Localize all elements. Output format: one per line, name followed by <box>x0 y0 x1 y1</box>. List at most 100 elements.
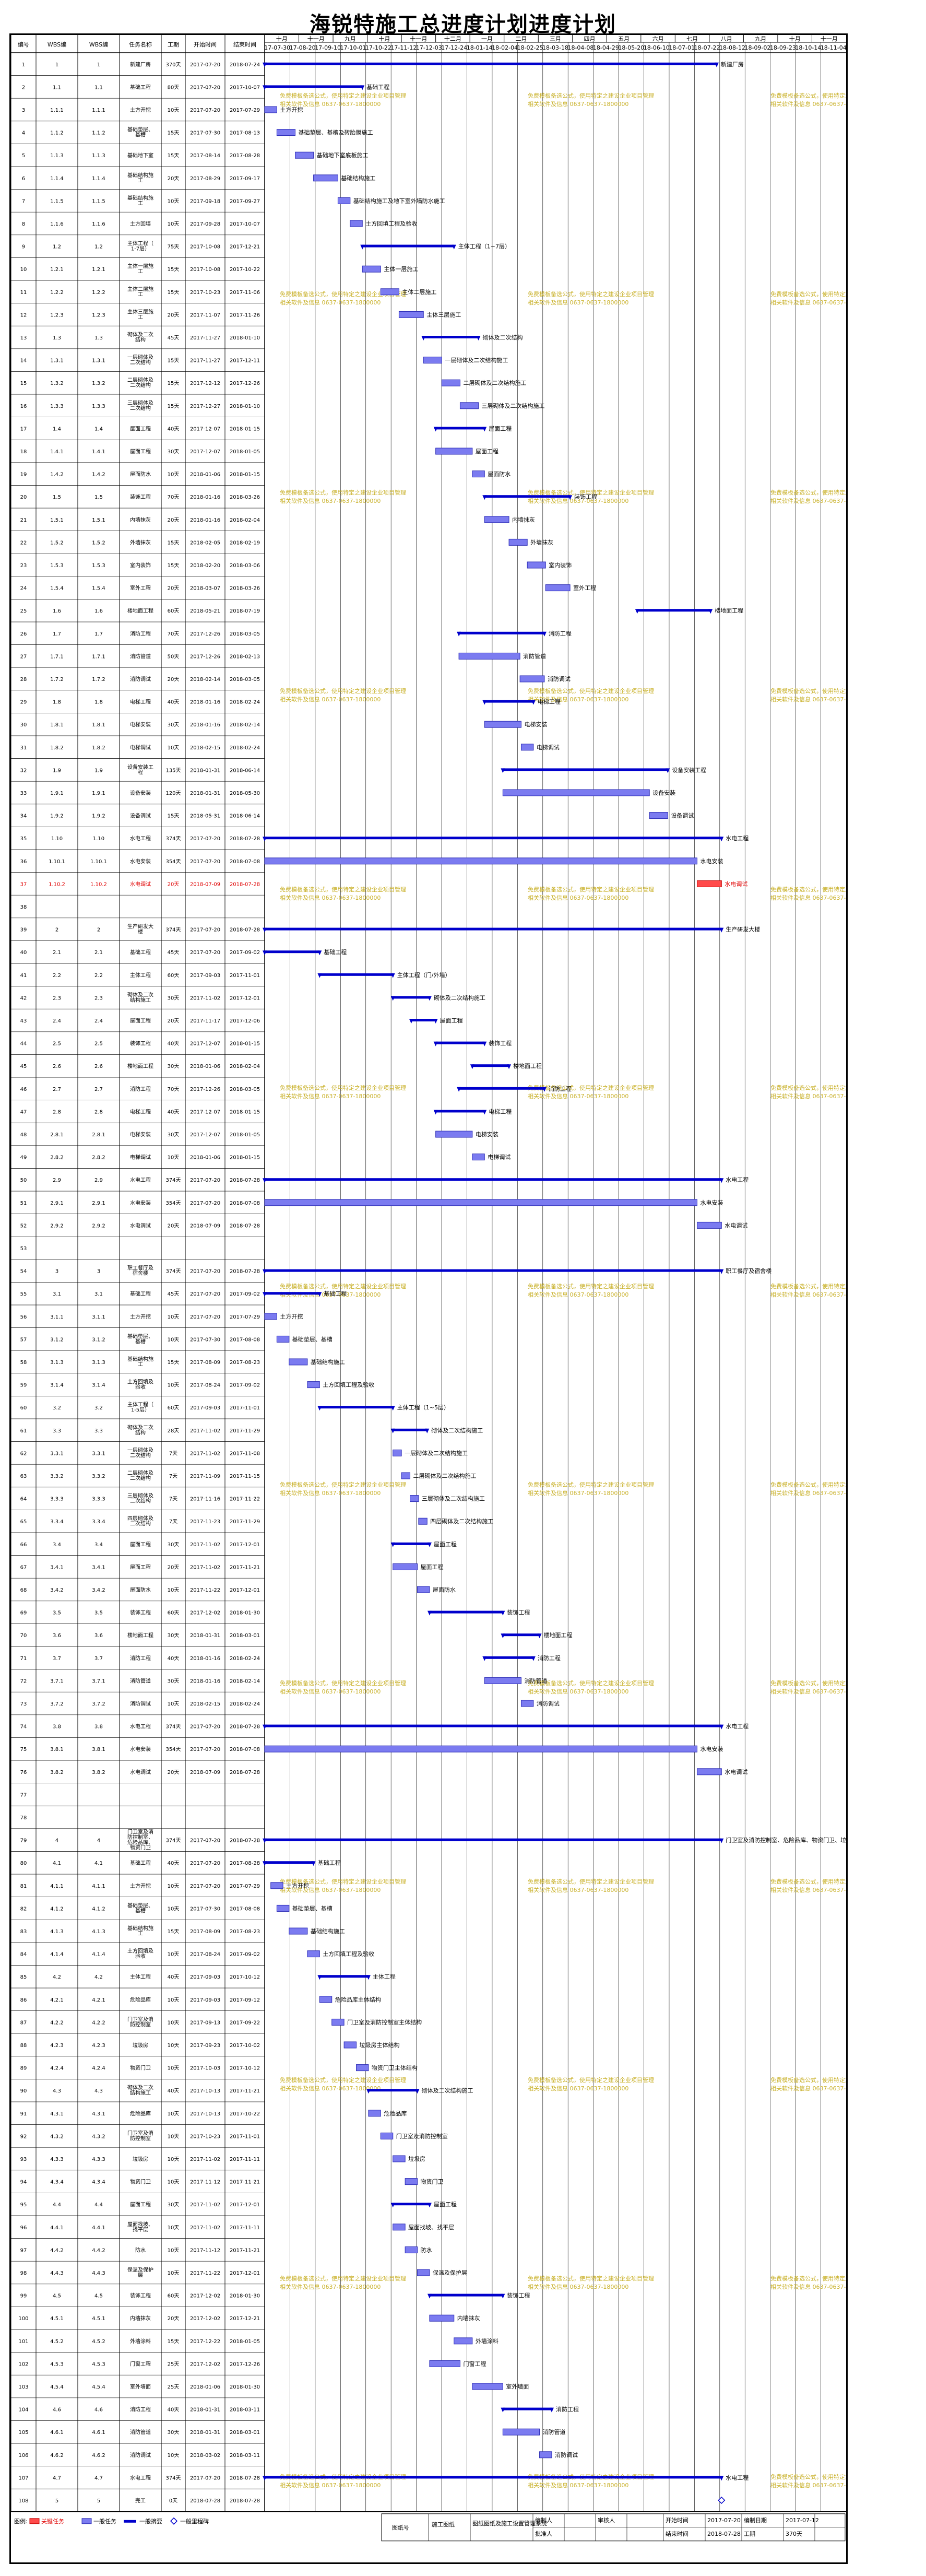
table-cell: 1.9.2 <box>50 814 63 819</box>
cell-task-name: 工 <box>138 1931 143 1937</box>
table-cell: 70天 <box>168 631 180 637</box>
week-label: 18-11-04 <box>821 44 846 51</box>
cell-task-name: 层 <box>138 2272 143 2278</box>
table-cell: 2018-01-31 <box>190 791 220 796</box>
watermark-text: 免费模板备选公式，使用特定之建设企业项目管理 <box>770 1283 846 1290</box>
table-cell: 2018-01-06 <box>190 2384 220 2390</box>
table-cell: 2017-12-01 <box>230 1587 260 1593</box>
table-cell: 1.3.3 <box>50 404 63 409</box>
table-cell: 2017-09-03 <box>190 973 220 979</box>
table-cell: 1 <box>22 62 25 68</box>
table-cell: 2017-12-01 <box>230 1542 260 1548</box>
table-cell: 2018-01-15 <box>230 1109 260 1115</box>
table-cell: 2017-09-03 <box>190 1974 220 1980</box>
table-cell: 2017-07-20 <box>190 1724 220 1730</box>
table-cell: 3.2 <box>53 1405 61 1411</box>
bar-label: 外墙涂料 <box>476 2337 498 2345</box>
table-cell: 32 <box>20 768 27 773</box>
bar-label: 消防调试 <box>555 2451 578 2459</box>
table-cell: 3.5 <box>94 1610 103 1616</box>
table-cell: 1.3.1 <box>50 358 63 364</box>
table-cell: 374天 <box>165 2475 181 2481</box>
table-cell: 1.5.2 <box>50 540 63 546</box>
table-cell: 40天 <box>168 2407 180 2413</box>
cell-task-name: 防控制室 <box>130 2021 151 2028</box>
table-cell: 40 <box>20 950 27 956</box>
table-cell: 4.2 <box>53 1974 61 1980</box>
watermark-text: 免费模板备选公式，使用特定之建设企业项目管理 <box>770 1481 846 1488</box>
table-cell: 2017-08-24 <box>190 1383 220 1389</box>
table-cell: 2017-07-20 <box>190 859 220 865</box>
table-cell: 3 <box>55 1269 58 1275</box>
table-cell: 3.5 <box>53 1610 61 1616</box>
table-cell: 20 <box>20 495 27 500</box>
table-cell: 58 <box>20 1360 27 1366</box>
bar-label: 室外墙面 <box>506 2383 529 2390</box>
table-cell: 3.7.1 <box>50 1678 63 1684</box>
table-cell: 10天 <box>168 2225 180 2231</box>
gantt-chart[interactable]: 编号 WBS编 WBS编 任务名称 工期 开始时间 结束时间十月 十一月 九月 十月 十一月 十二月一… <box>11 35 846 2562</box>
task-bar <box>343 2041 357 2049</box>
table-cell: 2017-09-17 <box>230 176 260 182</box>
task-bar <box>356 2064 369 2072</box>
table-cell: 2018-07-28 <box>230 1770 260 1775</box>
bar-label: 水电调试 <box>725 880 747 887</box>
bar-label: 二层砌体及二次结构施工 <box>463 379 526 386</box>
table-cell: 6 <box>22 176 25 182</box>
table-cell: 66 <box>20 1542 27 1548</box>
table-cell: 3.4 <box>53 1542 61 1548</box>
summary-bar-end-cap <box>501 2293 505 2299</box>
table-cell: 2.9 <box>53 1178 61 1183</box>
table-cell: 30天 <box>168 1542 180 1548</box>
cell-task-name: 基础结构施 <box>127 194 153 201</box>
table-cell: 55 <box>20 1291 27 1297</box>
watermark-text: 相关软件及信息 0637-0637-1800000 <box>280 299 381 306</box>
week-label: 18-10-14 <box>795 44 821 51</box>
table-cell: 10天 <box>168 2157 180 2162</box>
table-cell: 2017-10-03 <box>190 2066 220 2072</box>
table-cell: 3.7 <box>53 1656 61 1662</box>
table-cell: 12 <box>20 312 27 318</box>
task-bar <box>393 1449 402 1456</box>
week-label: 18-03-18 <box>542 44 568 51</box>
table-cell: 消防调试 <box>130 1700 151 1707</box>
table-cell: 1.3.2 <box>50 381 63 386</box>
cell-task-name: 土方回填及 <box>127 1379 153 1385</box>
table-cell: 2.7 <box>94 1087 103 1092</box>
table-cell: 93 <box>20 2157 27 2162</box>
table-cell: 2018-02-24 <box>230 1656 260 1662</box>
table-cell: 1.5 <box>53 495 61 500</box>
month-label: 九月 <box>345 36 356 42</box>
table-cell: 30天 <box>168 449 180 455</box>
cell-task-name: 1-5层） <box>131 1407 150 1413</box>
table-cell: 20天 <box>168 176 180 182</box>
table-cell: 2017-11-21 <box>230 2088 260 2094</box>
table-cell: 46 <box>20 1087 27 1092</box>
table-cell: 20天 <box>168 1018 180 1024</box>
task-bar <box>472 470 485 478</box>
task-bar <box>472 1154 485 1161</box>
table-cell: 1.10 <box>51 836 63 842</box>
table-cell: 1.7 <box>94 631 103 637</box>
table-cell: 2018-03-26 <box>230 586 260 592</box>
table-cell: 2017-12-12 <box>190 381 220 386</box>
table-cell: 2018-01-06 <box>190 472 220 478</box>
table-cell: 2.5 <box>94 1041 103 1047</box>
table-cell: 2017-11-29 <box>230 1428 260 1434</box>
summary-bar-start-cap <box>482 700 487 705</box>
table-cell: 2017-11-11 <box>230 2157 260 2162</box>
table-cell: 基础工程 <box>130 1290 151 1297</box>
table-cell: 15天 <box>168 563 180 569</box>
table-cell: 2.3 <box>94 995 103 1001</box>
table-cell: 装饰工程 <box>130 1040 151 1047</box>
table-cell: 86 <box>20 1997 27 2003</box>
table-cell: 1.7.2 <box>92 677 105 683</box>
table-cell: 2.1 <box>94 950 103 956</box>
critical-task-bar <box>696 880 722 887</box>
table-cell: 2018-07-24 <box>230 62 260 68</box>
table-cell: 2018-02-15 <box>190 745 220 751</box>
summary-bar <box>503 2407 552 2410</box>
table-cell: 2017-10-08 <box>190 244 220 250</box>
summary-bar-end-cap <box>531 700 536 705</box>
table-cell: 3.1.4 <box>92 1383 105 1389</box>
